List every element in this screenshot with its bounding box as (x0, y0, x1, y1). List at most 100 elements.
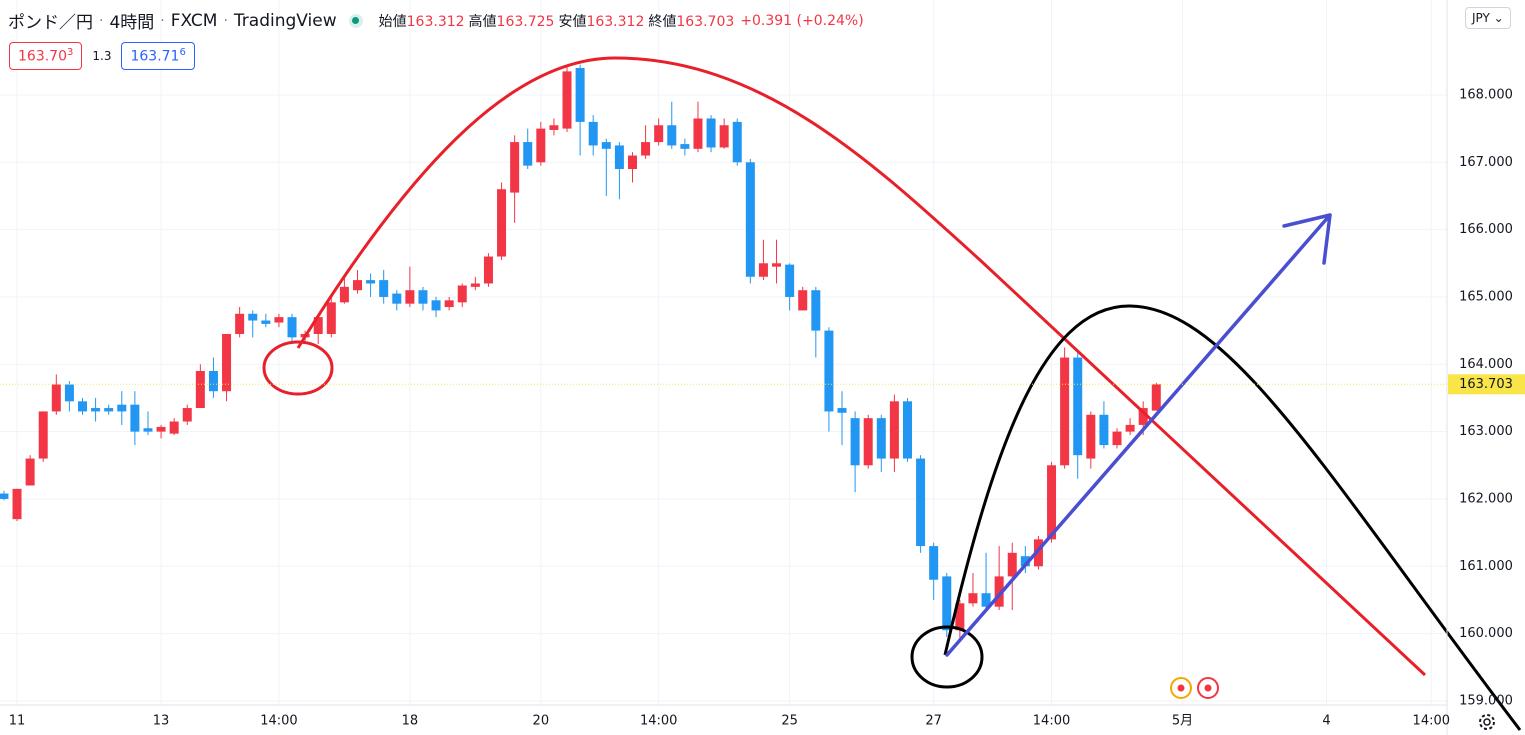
source: FXCM (170, 10, 218, 31)
settings-icon[interactable] (1479, 714, 1495, 730)
ohlc-label: 終値 (648, 13, 677, 30)
x-tick-label: 13 (153, 714, 170, 729)
candle-body (876, 418, 886, 459)
interval: 4時間 (109, 13, 155, 33)
candle-body (405, 290, 415, 304)
blue-arrow (945, 213, 1332, 657)
candles (0, 64, 1161, 641)
event-dot (1204, 684, 1212, 692)
candle-body (248, 313, 258, 321)
x-tick-label: 14:00 (1033, 714, 1070, 729)
candle-body (222, 333, 232, 392)
platform: TradingView (233, 10, 337, 31)
candle-body (889, 401, 899, 459)
candle-body (850, 418, 860, 466)
candle-body (916, 458, 926, 547)
x-tick-label: 14:00 (260, 714, 297, 729)
y-tick-label: 168.000 (1459, 87, 1513, 102)
candle-body (706, 118, 716, 148)
candle-body (195, 371, 205, 409)
ohlc-label: 安値 (558, 13, 587, 30)
red-arc (296, 56, 1427, 677)
y-tick-label: 163.000 (1459, 424, 1513, 439)
candle-body (431, 300, 441, 311)
candle-body (208, 371, 218, 392)
candle-body (536, 128, 546, 163)
candle-body (352, 280, 362, 291)
header: ポンド／円 · 4時間 · FXCM · TradingView 始値163.312 高… (8, 8, 864, 34)
candle-body (274, 317, 284, 323)
ohlc-value: 163.312 (406, 13, 465, 30)
currency-button[interactable]: JPY ⌄ (1465, 7, 1511, 29)
candle-body (38, 411, 48, 459)
sell-pip: 3 (67, 47, 74, 58)
trade-panel: 163.703 1.3 163.716 (9, 42, 195, 70)
candle-body (680, 144, 690, 149)
last-price-label: 163.703 (1459, 377, 1513, 392)
change: +0.391 (+0.24%) (740, 12, 864, 29)
candle-body (588, 121, 598, 146)
sell-button[interactable]: 163.703 (9, 42, 83, 70)
candle-body (379, 280, 389, 297)
candle-body (470, 283, 480, 287)
y-tick-label: 160.000 (1459, 626, 1513, 641)
buy-price: 163.71 (130, 48, 180, 65)
candle-body (1073, 357, 1083, 456)
candle-body (12, 488, 22, 520)
candle-body (523, 142, 533, 166)
spread: 1.3 (92, 48, 112, 63)
x-tick-label: 14:00 (640, 714, 677, 729)
y-tick-label: 161.000 (1459, 559, 1513, 574)
candle-body (1007, 552, 1017, 577)
candle-body (287, 317, 297, 338)
candle-body (693, 118, 703, 149)
candle-body (25, 458, 35, 486)
y-tick-label: 166.000 (1459, 222, 1513, 237)
candle-body (77, 401, 87, 412)
candle-body (483, 256, 493, 284)
buy-pip: 6 (179, 47, 186, 58)
candle-body (156, 426, 166, 432)
candle-body (863, 418, 873, 466)
x-tick-label: 20 (533, 714, 550, 729)
y-tick-label: 165.000 (1459, 289, 1513, 304)
ohlc-label: 始値 (378, 13, 407, 30)
candle-body (1112, 431, 1122, 446)
last-price-tag (1448, 374, 1525, 395)
candle-body (549, 125, 559, 130)
black-arc (943, 304, 1522, 731)
candle-body (562, 71, 572, 129)
pair: ポンド／円 (8, 13, 93, 33)
candle-body (313, 317, 323, 334)
x-tick-label: 18 (402, 714, 419, 729)
candle-body (182, 408, 192, 422)
candle-body (667, 125, 677, 146)
candle-body (444, 300, 454, 308)
candle-body (654, 125, 664, 143)
x-tick-label: 27 (925, 714, 942, 729)
candle-body (130, 404, 140, 432)
candle-body (732, 121, 742, 163)
candle-body (614, 145, 624, 170)
y-tick-label: 159.000 (1459, 693, 1513, 708)
candle-body (1138, 408, 1148, 425)
candle-body (64, 384, 74, 402)
candle-body (0, 493, 9, 499)
event-dot (1177, 684, 1185, 692)
candle-body (575, 68, 585, 122)
black-circle (910, 625, 984, 689)
candle-body (837, 408, 847, 413)
ohlc-value: 163.703 (676, 13, 735, 30)
candle-body (1151, 384, 1161, 411)
candle-body (235, 313, 245, 334)
candle-body (785, 264, 795, 297)
candle-body (51, 384, 61, 412)
y-tick-label: 164.000 (1459, 357, 1513, 372)
candle-body (117, 404, 127, 412)
currency: JPY (1472, 11, 1490, 25)
candle-body (601, 142, 611, 149)
candle-body (1099, 414, 1109, 446)
candle-body (719, 125, 729, 148)
candle-body (1047, 465, 1057, 540)
buy-button[interactable]: 163.716 (121, 42, 195, 70)
